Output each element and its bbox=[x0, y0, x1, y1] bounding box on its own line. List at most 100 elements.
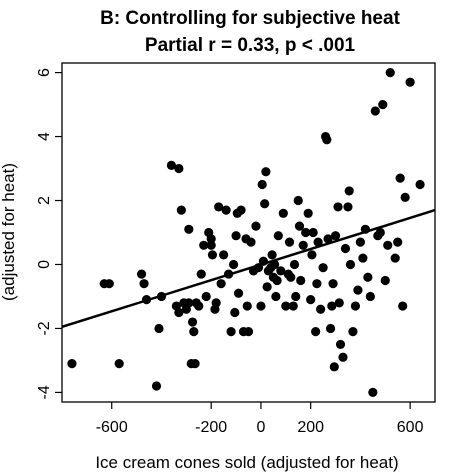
x-tick-label: 0 bbox=[256, 419, 265, 436]
data-point bbox=[236, 205, 246, 215]
y-tick-label: 6 bbox=[36, 68, 53, 77]
data-point bbox=[353, 285, 363, 295]
data-point bbox=[246, 237, 256, 247]
data-point bbox=[363, 272, 373, 282]
data-point bbox=[329, 362, 339, 372]
data-point bbox=[325, 323, 336, 334]
data-point bbox=[174, 307, 184, 318]
y-axis: -4 -2 0 2 4 6 bbox=[36, 68, 62, 400]
data-point bbox=[301, 227, 311, 238]
data-point bbox=[291, 291, 301, 302]
data-point bbox=[166, 160, 177, 170]
data-point bbox=[156, 291, 167, 302]
data-point bbox=[219, 250, 229, 260]
data-point bbox=[375, 227, 385, 238]
y-tick-label: -4 bbox=[36, 385, 53, 399]
data-point bbox=[257, 179, 267, 190]
data-point bbox=[194, 301, 204, 311]
data-point bbox=[286, 272, 296, 282]
data-point bbox=[348, 327, 358, 337]
data-point bbox=[228, 259, 239, 270]
data-point bbox=[260, 199, 270, 209]
data-point bbox=[253, 263, 264, 273]
data-point bbox=[206, 234, 216, 244]
data-point bbox=[393, 237, 403, 247]
y-tick-label: 0 bbox=[36, 260, 53, 269]
data-point bbox=[395, 173, 405, 183]
x-tick-label: 600 bbox=[397, 419, 424, 436]
data-point bbox=[273, 231, 283, 241]
data-point bbox=[256, 301, 266, 311]
data-point bbox=[345, 259, 356, 270]
data-point bbox=[370, 106, 380, 116]
x-tick-label: 200 bbox=[297, 419, 324, 436]
data-point bbox=[154, 323, 164, 334]
data-point bbox=[230, 307, 240, 318]
data-point bbox=[338, 352, 348, 362]
data-point bbox=[174, 163, 184, 174]
data-point bbox=[343, 202, 353, 212]
data-point bbox=[289, 259, 300, 270]
fit-line bbox=[61, 208, 436, 329]
data-point bbox=[405, 77, 415, 87]
data-point bbox=[99, 279, 109, 289]
data-point bbox=[67, 359, 77, 369]
data-point bbox=[214, 202, 224, 212]
data-point bbox=[318, 263, 328, 273]
data-point bbox=[258, 256, 269, 266]
data-point bbox=[378, 99, 388, 110]
data-point bbox=[262, 282, 272, 292]
data-point bbox=[141, 295, 152, 305]
data-point bbox=[231, 231, 241, 241]
data-point bbox=[322, 135, 332, 145]
data-point bbox=[206, 240, 216, 250]
data-point bbox=[298, 240, 308, 250]
data-point bbox=[281, 301, 291, 311]
data-point bbox=[323, 234, 333, 244]
x-axis-label: Ice cream cones sold (adjusted for heat) bbox=[95, 453, 398, 472]
data-point bbox=[288, 301, 298, 311]
data-point bbox=[201, 291, 211, 302]
data-point bbox=[216, 279, 226, 289]
data-point bbox=[184, 298, 194, 308]
data-point bbox=[296, 275, 306, 286]
data-point bbox=[327, 301, 337, 311]
data-point bbox=[151, 381, 162, 391]
data-point bbox=[334, 298, 344, 308]
data-point bbox=[350, 301, 361, 311]
data-point bbox=[330, 231, 341, 241]
data-point bbox=[398, 301, 408, 311]
chart-title: B: Controlling for subjective heat bbox=[100, 8, 400, 29]
data-point bbox=[114, 359, 124, 369]
data-point bbox=[272, 275, 282, 286]
data-point bbox=[187, 317, 198, 327]
chart-subtitle: Partial r = 0.33, p < .001 bbox=[145, 35, 356, 56]
data-point bbox=[308, 227, 318, 238]
plot-frame bbox=[61, 62, 436, 403]
data-point bbox=[390, 253, 400, 263]
data-point bbox=[221, 205, 231, 215]
x-tick-label: -200 bbox=[195, 419, 227, 436]
data-point bbox=[267, 250, 277, 260]
data-point bbox=[344, 186, 354, 196]
data-point bbox=[335, 339, 346, 350]
data-point bbox=[358, 253, 368, 263]
data-point bbox=[176, 205, 186, 215]
data-point bbox=[294, 221, 305, 231]
data-point bbox=[328, 279, 338, 289]
data-point bbox=[243, 327, 254, 337]
data-point bbox=[311, 327, 321, 337]
data-point bbox=[385, 67, 395, 78]
data-point bbox=[340, 243, 351, 254]
data-point bbox=[271, 291, 281, 302]
data-point bbox=[184, 224, 194, 234]
y-tick-label: 4 bbox=[36, 132, 53, 141]
data-point bbox=[196, 269, 206, 279]
data-point bbox=[251, 221, 261, 231]
data-point bbox=[211, 298, 221, 308]
data-point bbox=[400, 192, 410, 202]
data-point bbox=[136, 269, 147, 279]
data-point bbox=[312, 279, 322, 289]
x-axis: -600 -200 0 200 600 bbox=[96, 402, 424, 436]
x-tick-label: -600 bbox=[96, 419, 128, 436]
